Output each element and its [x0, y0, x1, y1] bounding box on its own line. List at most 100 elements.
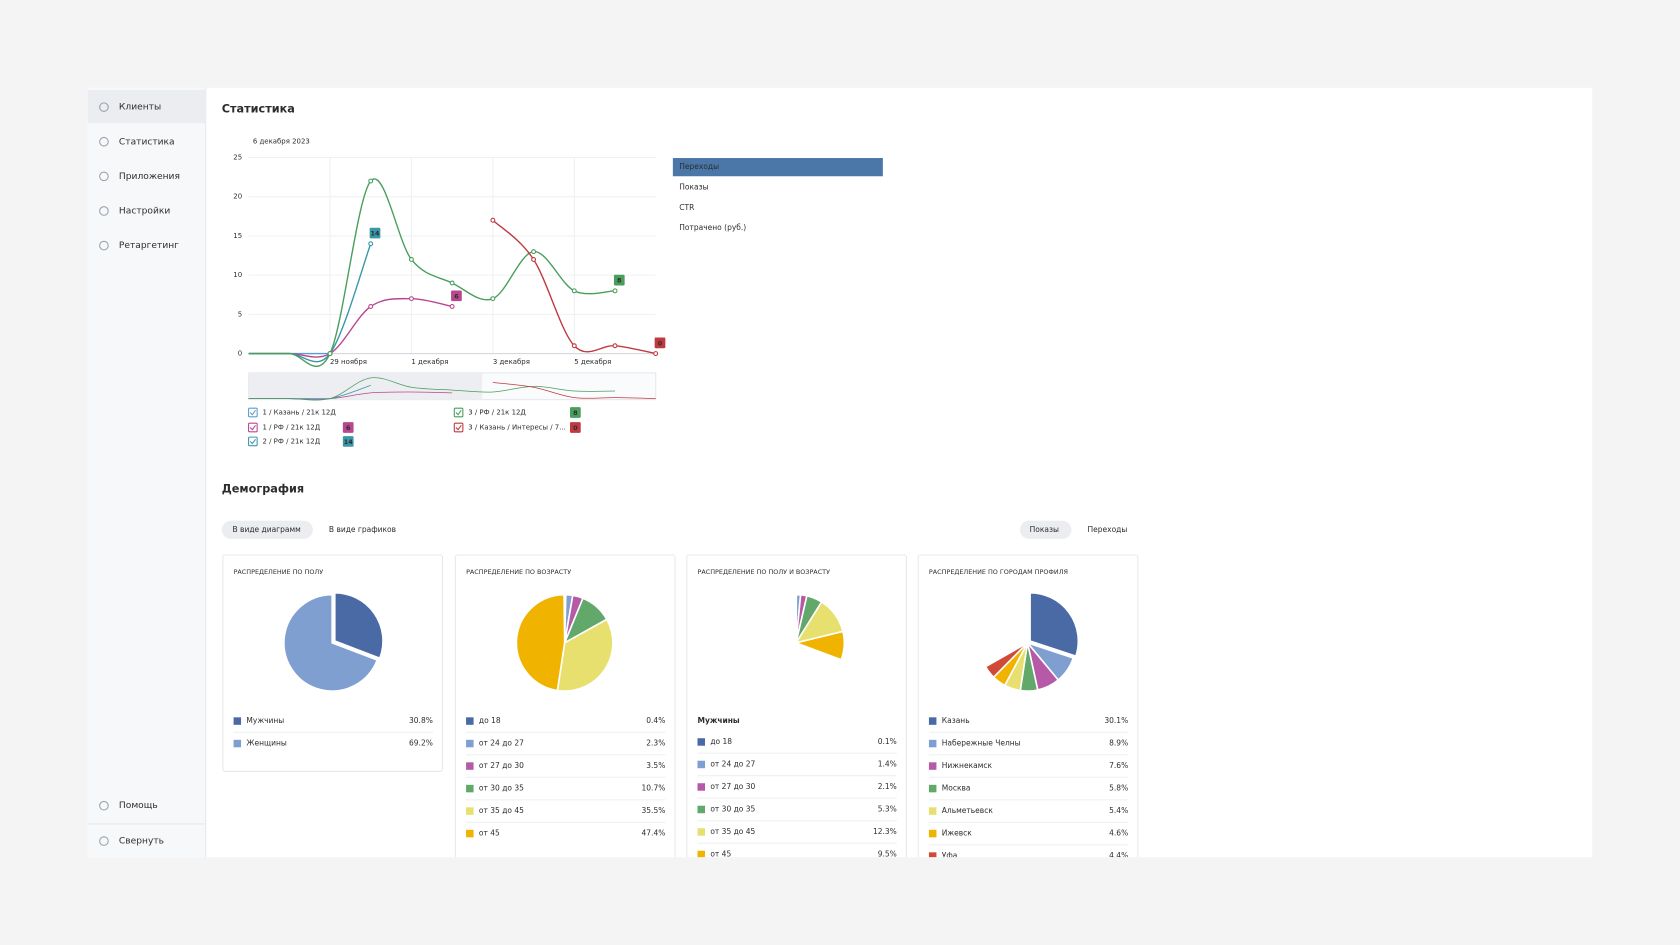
legend-swatch: [466, 784, 474, 793]
legend-checkbox[interactable]: [248, 436, 258, 447]
legend-checkbox[interactable]: [248, 422, 258, 433]
legend-value: 30.1%: [1104, 716, 1128, 725]
nav-item[interactable]: Приложения: [119, 172, 180, 182]
legend-swatch: [697, 828, 706, 836]
value-badge: [342, 436, 354, 447]
x-tick-label: 1 декабря: [411, 358, 448, 366]
legend-label: Уфа: [942, 851, 958, 860]
legend-value: 2.3%: [646, 739, 665, 748]
canvas: Клиенты Статистика Приложения Настройки Рета…: [87, 87, 1593, 860]
line-point: [612, 288, 618, 294]
card-title: РАСПРЕДЕЛЕНИЕ ПО ПОЛУ И ВОЗРАСТУ: [698, 568, 831, 576]
view-tab[interactable]: В виде графиков: [329, 525, 396, 534]
card-title: РАСПРЕДЕЛЕНИЕ ПО ГОРОДАМ ПРОФИЛЯ: [929, 568, 1068, 576]
value-badge: [369, 227, 381, 239]
nav-item[interactable]: Настройки: [119, 206, 170, 216]
legend-value: 9.5%: [878, 849, 897, 858]
legend-swatch: [233, 739, 242, 748]
metric-item[interactable]: Показы: [679, 183, 708, 192]
line-point: [368, 178, 374, 184]
legend-swatch: [928, 762, 937, 770]
nav-footer-item[interactable]: Свернуть: [119, 837, 164, 847]
nav-item[interactable]: Статистика: [119, 137, 175, 147]
x-tick-label: 29 ноября: [330, 358, 367, 366]
legend-swatch: [928, 807, 937, 815]
pie-slice: [333, 592, 384, 660]
legend-label: от 24 до 27: [479, 739, 524, 748]
section-title: Демография: [222, 483, 304, 496]
legend-label: от 35 до 45: [479, 806, 524, 815]
value-badge-label: 8: [573, 409, 578, 417]
line-point: [449, 304, 455, 309]
section-title: Статистика: [222, 102, 295, 115]
legend-label: до 18: [710, 737, 732, 746]
metric-tab[interactable]: Показы: [1030, 525, 1059, 534]
legend-value: 0.4%: [646, 716, 665, 725]
y-tick-label: 5: [238, 310, 242, 318]
y-tick-label: 25: [233, 154, 242, 162]
sidebar-active: [87, 90, 206, 124]
pie-slice: [984, 642, 1029, 679]
y-tick-label: 10: [233, 271, 242, 279]
value-badge-label: 6: [346, 424, 351, 432]
chart-date: 6 декабря 2023: [253, 137, 310, 145]
metric-item[interactable]: Потрачено (руб.): [679, 223, 746, 232]
line-point: [449, 280, 455, 286]
legend-checkbox[interactable]: [453, 422, 464, 433]
metric-selected: [672, 158, 883, 177]
line-point: [490, 296, 496, 302]
card: [917, 554, 1139, 858]
line-point: [368, 304, 374, 309]
pie-slice: [283, 593, 379, 692]
legend-checkbox[interactable]: [248, 407, 258, 418]
legend-swatch: [928, 739, 937, 748]
line-point: [612, 343, 618, 349]
nav-icon: [99, 240, 109, 251]
value-badge: [613, 274, 625, 286]
nav-icon: [99, 800, 109, 811]
y-tick-label: 15: [233, 232, 242, 240]
nav-item[interactable]: Ретаргетинг: [119, 241, 179, 251]
view-tab[interactable]: В виде диаграмм: [233, 525, 301, 534]
pie-slice: [793, 630, 846, 661]
legend-swatch: [928, 829, 937, 838]
line-point: [490, 217, 496, 223]
nav-icon: [99, 206, 109, 216]
metric-tab[interactable]: Переходы: [1088, 525, 1128, 534]
legend-label: Нижнекамск: [942, 761, 993, 770]
legend-label: от 35 до 45: [710, 827, 755, 836]
line-point: [327, 351, 333, 357]
y-tick-label: 0: [238, 350, 242, 358]
metric-item[interactable]: Переходы: [679, 162, 719, 171]
value-badge-label: 14: [344, 438, 353, 446]
legend-value: 4.4%: [1109, 851, 1128, 860]
legend-label: от 30 до 35: [710, 804, 755, 813]
legend-value: 1.4%: [878, 759, 897, 768]
legend-value: 30.8%: [409, 716, 433, 725]
legend-check: [249, 438, 256, 445]
legend-label: от 45: [479, 829, 500, 838]
card-title: РАСПРЕДЕЛЕНИЕ ПО ПОЛУ: [234, 568, 324, 576]
metric-item[interactable]: CTR: [679, 203, 694, 212]
card: [454, 554, 676, 858]
legend-group: Мужчины: [698, 716, 740, 725]
legend-value: 69.2%: [409, 739, 433, 748]
nav-footer-item[interactable]: Помощь: [119, 801, 158, 811]
line-point: [653, 351, 659, 357]
legend-swatch: [928, 717, 937, 725]
legend-swatch: [466, 762, 474, 770]
legend-checkbox[interactable]: [453, 407, 464, 418]
legend-swatch: [466, 829, 474, 838]
legend-swatch: [466, 739, 474, 748]
value-badge: [570, 422, 581, 433]
legend-swatch: [697, 738, 706, 746]
legend-label: Казань: [942, 716, 970, 725]
value-badge-label: 8: [617, 277, 622, 285]
nav-item[interactable]: Клиенты: [119, 103, 161, 113]
legend-check: [455, 425, 462, 431]
legend-value: 47.4%: [642, 829, 666, 838]
legend-value: 35.5%: [642, 806, 666, 815]
line-point: [571, 288, 577, 294]
